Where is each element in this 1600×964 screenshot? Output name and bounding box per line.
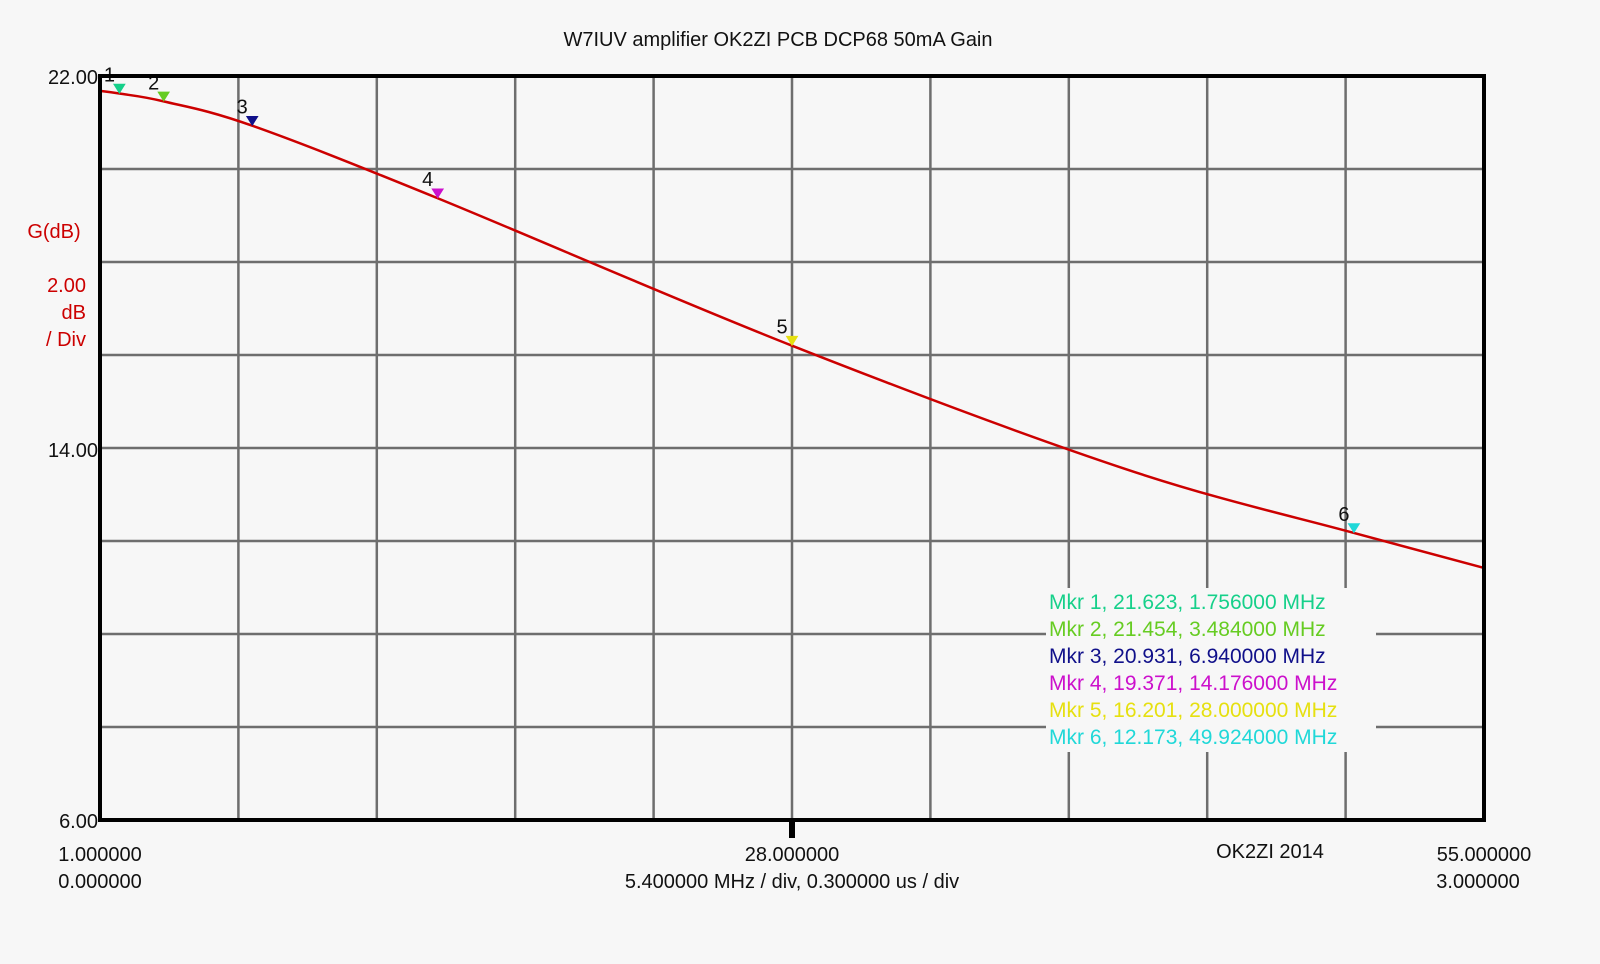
marker-1-triangle bbox=[113, 83, 126, 94]
legend-entry-marker-4: Mkr 4, 19.371, 14.176000 MHz bbox=[1049, 672, 1337, 695]
legend-entry-marker-2: Mkr 2, 21.454, 3.484000 MHz bbox=[1049, 618, 1326, 641]
y-scale-value: 2.00 bbox=[47, 275, 86, 297]
y-tick-mid: 14.00 bbox=[48, 440, 98, 462]
legend-background bbox=[1046, 588, 1376, 752]
x-center-caption: 5.400000 MHz / div, 0.300000 us / div bbox=[625, 871, 959, 893]
legend-entry-marker-6: Mkr 6, 12.173, 49.924000 MHz bbox=[1049, 726, 1337, 749]
y-tick-bottom: 6.00 bbox=[59, 811, 98, 833]
x-tick-start-time: 0.000000 bbox=[58, 871, 141, 893]
watermark: OK2ZI 2014 bbox=[1216, 841, 1324, 863]
y-scale-unit: dB bbox=[62, 302, 86, 324]
marker-5-triangle bbox=[785, 335, 799, 347]
marker-6-triangle bbox=[1347, 523, 1361, 534]
marker-5-label: 5 bbox=[776, 317, 787, 339]
x-center-tick bbox=[789, 820, 795, 838]
marker-3-label: 3 bbox=[237, 97, 248, 119]
grid bbox=[100, 76, 1484, 820]
x-tick-end-time: 3.000000 bbox=[1436, 871, 1519, 893]
legend-entry-marker-5: Mkr 5, 16.201, 28.000000 MHz bbox=[1049, 699, 1337, 722]
x-tick-start: 1.000000 bbox=[58, 844, 141, 866]
marker-4-label: 4 bbox=[422, 169, 433, 191]
marker-6-label: 6 bbox=[1338, 504, 1349, 526]
x-tick-end: 55.000000 bbox=[1437, 844, 1532, 866]
y-tick-top: 22.00 bbox=[48, 67, 98, 89]
x-tick-center: 28.000000 bbox=[745, 844, 840, 866]
chart-title: W7IUV amplifier OK2ZI PCB DCP68 50mA Gai… bbox=[563, 29, 992, 51]
y-axis-label: G(dB) bbox=[27, 221, 80, 243]
marker-legend: Mkr 1, 21.623, 1.756000 MHz Mkr 2, 21.454… bbox=[1046, 588, 1376, 752]
marker-4-triangle bbox=[431, 188, 445, 199]
marker-3-triangle bbox=[245, 115, 259, 127]
y-scale-per-div: / Div bbox=[46, 329, 86, 351]
legend-entry-marker-3: Mkr 3, 20.931, 6.940000 MHz bbox=[1049, 645, 1326, 668]
marker-2-label: 2 bbox=[148, 72, 159, 94]
marker-2-triangle bbox=[157, 91, 171, 102]
legend-entry-marker-1: Mkr 1, 21.623, 1.756000 MHz bbox=[1049, 591, 1326, 614]
